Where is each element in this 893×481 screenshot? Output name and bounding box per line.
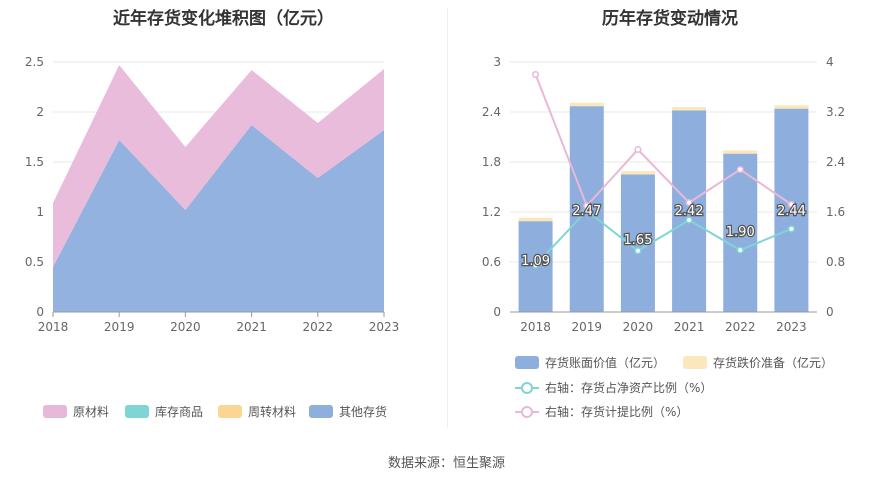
bar-impairment: [774, 105, 809, 109]
legend-label: 存货跌价准备（亿元）: [713, 356, 834, 370]
line-point: [685, 199, 693, 207]
legend-label: 存货账面价值（亿元）: [545, 356, 666, 370]
bar-book-value: [723, 153, 758, 312]
y-tick-label: 0.5: [25, 255, 44, 269]
legend-label: 其他存货: [339, 405, 388, 419]
y-left-tick-label: 0: [493, 305, 501, 319]
line-point: [532, 70, 540, 79]
x-tick-label: 2022: [303, 320, 334, 334]
y-tick-label: 2.5: [25, 55, 44, 69]
line-point: [634, 247, 642, 255]
y-left-tick-label: 2.4: [482, 105, 501, 119]
legend-swatch: [43, 405, 67, 418]
line-point: [736, 165, 744, 174]
y-left-tick-label: 3: [493, 55, 501, 69]
x-tick-label: 2018: [38, 320, 69, 334]
bar-data-label: 1.09: [521, 254, 550, 269]
x-tick-label: 2022: [725, 320, 756, 334]
legend-swatch: [125, 405, 149, 418]
line-point: [532, 261, 540, 269]
legend-item-provision-ratio[interactable]: 右轴：存货计提比例（%）: [515, 403, 688, 420]
legend-swatch: [515, 405, 539, 418]
legend-item-impairment[interactable]: 存货跌价准备（亿元）: [683, 354, 833, 371]
line-point: [787, 225, 795, 233]
bar-book-value: [672, 110, 707, 312]
x-tick-label: 2023: [776, 320, 807, 334]
legend-item-turnover-materials[interactable]: 周转材料: [218, 403, 296, 420]
legend-label: 库存商品: [155, 405, 204, 419]
y-right-tick-label: 1.6: [826, 205, 845, 219]
panel-divider: [447, 8, 448, 428]
line-point: [787, 200, 795, 209]
right-chart-title: 历年存货变动情况: [602, 9, 738, 29]
x-tick-label: 2020: [170, 320, 201, 334]
legend-item-inventory-goods[interactable]: 库存商品: [125, 403, 203, 420]
y-tick-label: 2: [36, 105, 44, 119]
y-tick-label: 1.5: [25, 155, 44, 169]
x-tick-label: 2023: [369, 320, 400, 334]
bar-line-combo-chart: 0 0.6 1.2 1.8 2.4 3 0 0.8 1.6 2.4 3.2 4 2018 2019 2020…: [482, 55, 845, 334]
line-point: [736, 246, 744, 254]
y-right-tick-label: 4: [826, 55, 834, 69]
bar-impairment: [620, 171, 655, 175]
x-tick-label: 2018: [520, 320, 551, 334]
bar-book-value: [774, 108, 809, 313]
area-series: [53, 65, 384, 267]
line-net-asset-ratio: [534, 209, 792, 266]
legend-label: 原材料: [73, 405, 110, 419]
legend-item-other-inventory[interactable]: 其他存货: [309, 403, 387, 420]
data-source: 数据来源：恒生聚源: [387, 456, 505, 471]
y-right-tick-label: 2.4: [826, 155, 845, 169]
x-tick-label: 2021: [674, 320, 705, 334]
left-chart-title: 近年存货变化堆积图（亿元）: [113, 9, 334, 29]
bar-impairment: [672, 107, 707, 111]
y-left-tick-label: 0.6: [482, 255, 501, 269]
y-left-tick-label: 1.2: [482, 205, 501, 219]
x-tick-label: 2021: [236, 320, 267, 334]
line-provision-ratio: [534, 74, 792, 208]
x-tick-label: 2019: [571, 320, 602, 334]
legend-item-net-asset-ratio[interactable]: 右轴：存货占净资产比例（%）: [515, 379, 712, 396]
y-right-tick-label: 3.2: [826, 105, 845, 119]
legend-label: 右轴：存货占净资产比例（%）: [545, 381, 713, 395]
legend-swatch: [218, 405, 242, 418]
line-point: [685, 216, 693, 224]
legend-swatch: [309, 405, 333, 418]
legend-swatch: [683, 356, 707, 369]
legend-item-raw-materials[interactable]: 原材料: [43, 403, 109, 420]
legend-label: 右轴：存货计提比例（%）: [545, 405, 689, 419]
bar-impairment: [569, 102, 604, 107]
legend-label: 周转材料: [248, 405, 297, 419]
x-tick-label: 2019: [104, 320, 135, 334]
y-right-tick-label: 0.8: [826, 255, 845, 269]
right-chart-panel: 历年存货变动情况 0 0.6 1.2 1.8 2.4 3 0 0.8 1.6 2.4 3.2 4 201…: [447, 0, 893, 430]
y-left-tick-label: 1.8: [482, 155, 501, 169]
line-point: [583, 202, 591, 210]
bar-data-label: 2.44: [777, 204, 806, 219]
stacked-area-chart: 0 0.5 1 1.5 2 2.5 2018 2019 2020 2021 2022 2023: [25, 55, 400, 334]
line-point: [634, 145, 642, 154]
x-tick-label: 2020: [623, 320, 654, 334]
legend-swatch: [515, 381, 539, 394]
bar-data-label: 2.42: [675, 204, 704, 219]
bar-data-label: 1.90: [726, 225, 755, 240]
bar-data-label: 1.65: [623, 233, 652, 248]
bar-data-label: 2.47: [572, 204, 601, 219]
bar-impairment: [723, 150, 758, 154]
y-right-tick-label: 0: [826, 305, 834, 319]
bar-impairment: [518, 217, 553, 222]
legend-item-book-value[interactable]: 存货账面价值（亿元）: [515, 354, 665, 371]
y-tick-label: 1: [36, 205, 44, 219]
area-series: [53, 125, 384, 312]
legend-swatch: [515, 356, 539, 369]
y-tick-label: 0: [36, 305, 44, 319]
left-chart-panel: 近年存货变化堆积图（亿元） 0 0.5 1 1.5 2 2.5 2018 2019 2020 20…: [0, 0, 447, 430]
